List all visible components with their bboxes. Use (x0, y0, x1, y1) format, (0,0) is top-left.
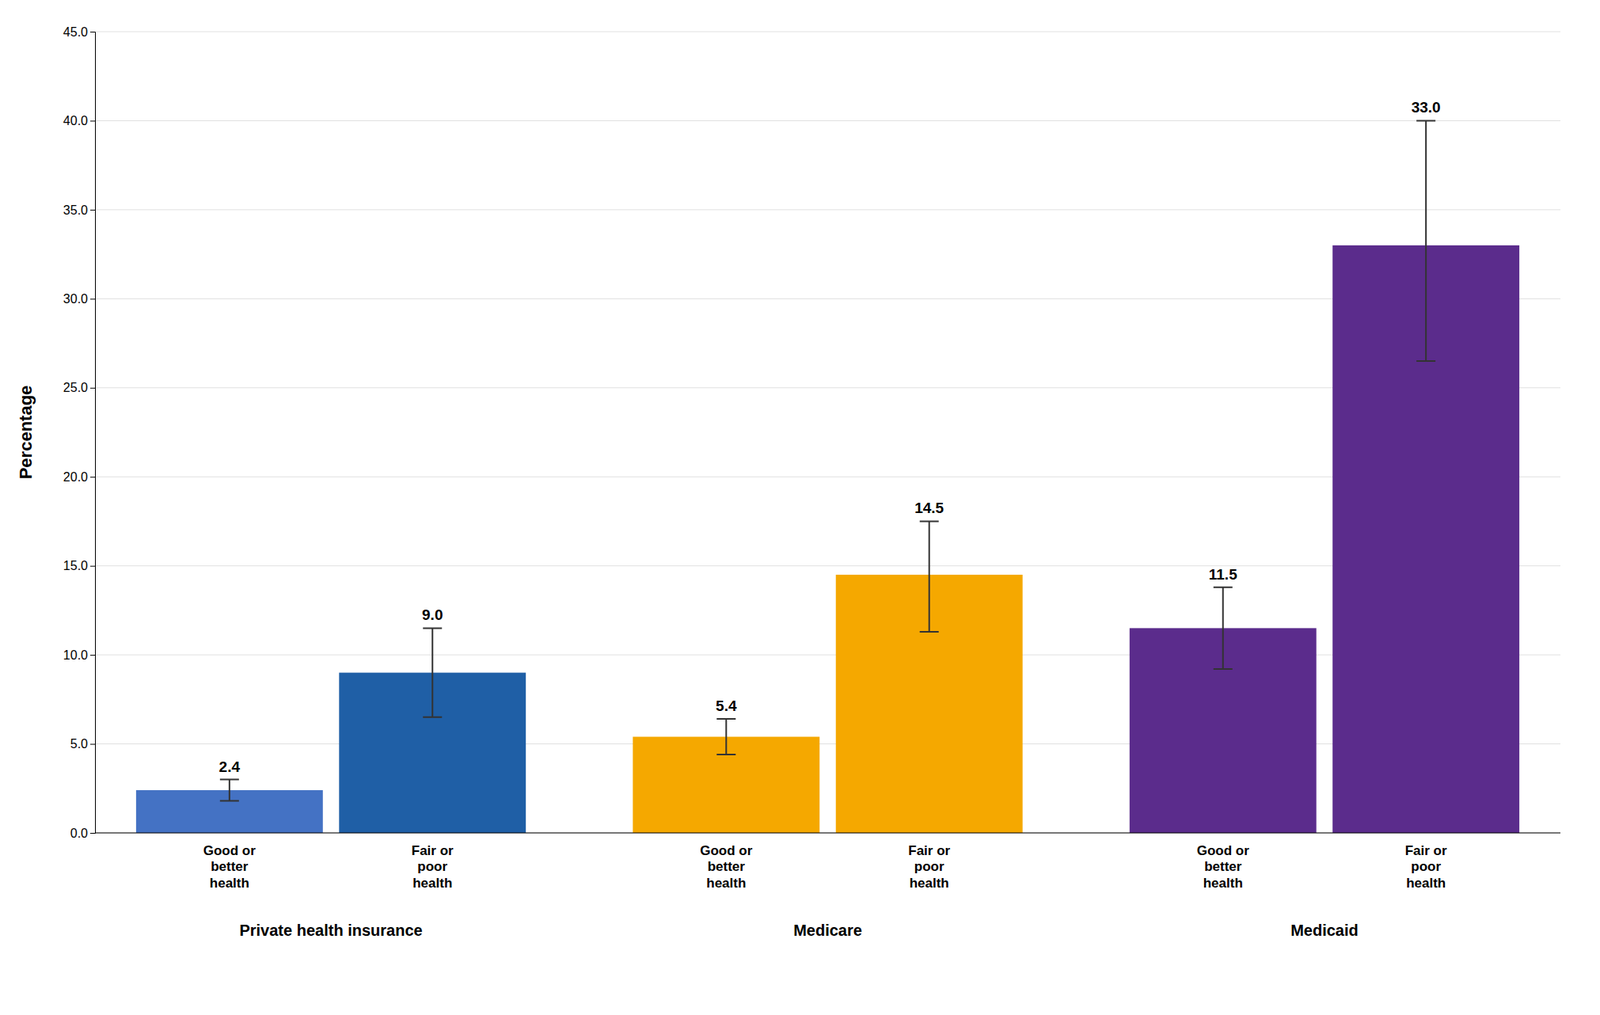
x-tick-label-line: health (706, 875, 746, 891)
y-tick-mark (90, 298, 96, 300)
x-axis-line (95, 832, 1561, 834)
y-tick-label: 10.0 (63, 648, 88, 662)
x-tick-label-line: Good or (1197, 843, 1250, 859)
y-tick-mark (90, 476, 96, 478)
x-tick-label-line: poor (914, 858, 945, 875)
y-tick-mark (90, 387, 96, 389)
y-tick: 45.0 (63, 25, 96, 39)
y-tick-mark (90, 120, 96, 122)
y-tick: 25.0 (63, 380, 96, 395)
data-label: 11.5 (1208, 566, 1238, 583)
x-tick-label-line: Fair or (411, 843, 454, 859)
x-tick-label: Good orbetterhealth (699, 843, 753, 891)
y-tick: 20.0 (63, 470, 96, 484)
y-tick-label: 15.0 (63, 558, 88, 573)
y-tick-mark (90, 744, 96, 745)
x-tick-label-line: Good or (699, 843, 753, 859)
y-tick: 15.0 (63, 558, 96, 573)
x-tick-label-line: health (909, 875, 950, 891)
y-tick: 40.0 (63, 114, 96, 128)
y-tick-label: 40.0 (63, 114, 88, 128)
error-bar (220, 779, 240, 802)
x-tick-label-line: Fair or (1405, 843, 1448, 859)
y-tick-label: 45.0 (63, 25, 88, 39)
marks (136, 120, 1520, 833)
x-tick-label-line: poor (417, 858, 448, 875)
x-tick-label: Fair orpoorhealth (1405, 843, 1448, 891)
y-tick-mark (90, 31, 96, 33)
y-tick-label: 35.0 (63, 203, 88, 217)
y-tick: 10.0 (63, 648, 96, 662)
y-tick: 35.0 (63, 203, 96, 217)
y-tick: 0.0 (70, 826, 96, 840)
error-bar (1416, 120, 1436, 362)
chart: 0.0 5.0 10.0 15.0 20.0 25.0 30.0 35.0 40.0 45.0 Go… (0, 0, 1600, 1015)
grid-line (95, 209, 1561, 210)
x-tick-label: Fair orpoorhealth (908, 843, 951, 891)
group-label: Private health insurance (239, 921, 422, 939)
x-tick-label-line: poor (1410, 858, 1441, 875)
group-label: Medicare (793, 921, 863, 939)
y-tick-label: 0.0 (70, 826, 88, 840)
grid (95, 31, 1561, 833)
x-tick-label-line: better (707, 858, 746, 875)
x-tick-label-line: Fair or (908, 843, 951, 859)
x-axis: Good orbetterhealthFair orpoorhealthGood… (203, 843, 1448, 891)
x-tick-label-line: health (1203, 875, 1243, 891)
error-bar (1213, 587, 1233, 669)
data-labels: 2.4 9.0 5.4 14.5 11.5 33.0 (219, 98, 1441, 775)
error-bar (422, 627, 442, 717)
data-label: 33.0 (1411, 98, 1441, 116)
data-label: 2.4 (219, 758, 241, 776)
data-label: 9.0 (421, 606, 443, 624)
y-tick-mark (90, 566, 96, 567)
y-tick-label: 30.0 (63, 292, 88, 306)
y-tick-mark (90, 654, 96, 656)
y-axis-line (90, 32, 96, 834)
y-tick-label: 20.0 (63, 470, 88, 484)
x-tick-label: Fair orpoorhealth (411, 843, 454, 891)
y-tick-mark (90, 209, 96, 211)
data-label: 14.5 (914, 499, 944, 517)
group-label: Medicaid (1290, 921, 1359, 939)
y-tick-mark (90, 832, 96, 834)
y-axis-title: Percentage (15, 385, 36, 480)
plot-area: 0.0 5.0 10.0 15.0 20.0 25.0 30.0 35.0 40.0 45.0 Go… (15, 25, 1561, 939)
y-tick: 30.0 (63, 292, 96, 306)
y-tick: 5.0 (70, 737, 96, 751)
error-bar (716, 718, 736, 755)
x-tick-label-line: health (209, 875, 250, 891)
x-tick-label-line: Good or (203, 843, 256, 859)
grid-line (95, 832, 1561, 834)
x-tick-label-line: health (1406, 875, 1446, 891)
x-tick-label: Good orbetterhealth (1197, 843, 1250, 891)
y-axis: 0.0 5.0 10.0 15.0 20.0 25.0 30.0 35.0 40.0 45.0 (63, 25, 96, 840)
x-tick-label: Good orbetterhealth (203, 843, 256, 891)
grid-line (95, 120, 1561, 122)
x-tick-label-line: better (210, 858, 249, 875)
error-bar (919, 520, 939, 631)
y-tick-label: 25.0 (63, 380, 88, 395)
y-tick-label: 5.0 (70, 737, 88, 751)
grid-line (95, 31, 1561, 33)
data-label: 5.4 (715, 697, 738, 715)
x-tick-label-line: better (1204, 858, 1243, 875)
x-tick-label-line: health (412, 875, 453, 891)
